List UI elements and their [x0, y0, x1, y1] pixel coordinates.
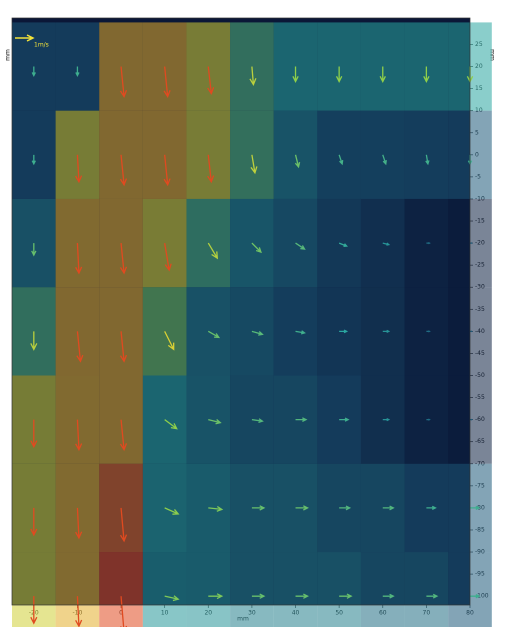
vector-arrow — [75, 419, 83, 452]
vector-arrow — [30, 419, 38, 449]
speed-cell — [404, 552, 449, 627]
vector-arrow — [382, 418, 391, 422]
vector-arrow — [31, 243, 37, 257]
vector-arrow — [76, 331, 84, 363]
vector-arrow — [425, 154, 430, 166]
vector-arrow — [379, 66, 386, 84]
vector-arrow — [426, 593, 439, 599]
vector-arrow — [251, 505, 266, 511]
vector-arrow — [30, 596, 38, 625]
vector-arrow — [335, 66, 343, 84]
speed-cell — [55, 552, 100, 627]
vector-arrow — [251, 242, 262, 254]
vector-arrow — [163, 66, 171, 98]
speed-cell — [317, 552, 361, 627]
vector-arrow — [470, 594, 481, 599]
vector-arrow — [120, 596, 128, 627]
vector-arrow — [75, 596, 83, 627]
vector-arrow — [382, 242, 391, 246]
vector-arrow — [338, 154, 344, 166]
vector-arrow — [295, 593, 309, 599]
vector-arrow — [338, 242, 348, 248]
speed-cell — [12, 198, 56, 288]
vector-arrow — [295, 242, 306, 250]
vector-arrow — [119, 331, 128, 363]
vector-arrow — [382, 593, 395, 599]
vector-arrow — [164, 242, 172, 272]
vector-arrow — [339, 417, 350, 422]
speed-cell — [360, 552, 405, 627]
vector-arrow — [30, 331, 38, 351]
vector-arrow — [31, 154, 36, 166]
vector-arrow — [423, 66, 430, 84]
vector-arrow — [164, 507, 180, 515]
vector-arrow — [295, 330, 306, 335]
vector-arrow — [470, 505, 481, 511]
vector-arrow — [251, 593, 266, 599]
speed-cell — [273, 198, 318, 288]
vector-arrow — [164, 419, 178, 430]
vector-arrow — [75, 66, 80, 78]
vector-arrow — [164, 331, 175, 351]
vector-arrow — [207, 330, 221, 339]
vector-arrow — [164, 595, 180, 602]
vector-arrow — [251, 330, 264, 336]
key-label: 1m/s — [34, 42, 49, 49]
vector-arrow — [208, 593, 224, 600]
vector-arrow — [292, 66, 299, 84]
vector-arrow — [426, 241, 431, 245]
vector-arrow — [382, 154, 387, 166]
vector-arrow — [382, 505, 395, 511]
vector-arrow — [339, 329, 349, 334]
vector-arrow — [382, 329, 391, 333]
speed-cell — [186, 552, 231, 627]
speed-cell — [142, 552, 187, 627]
vector-arrow — [163, 154, 171, 187]
vector-arrow — [208, 505, 224, 512]
speed-cell — [99, 198, 143, 288]
vector-arrow — [249, 66, 257, 86]
key-arrow — [15, 34, 35, 42]
vector-arrow — [208, 418, 222, 425]
vector-arrow — [251, 418, 264, 424]
vector-arrow — [119, 243, 128, 275]
speed-cell — [142, 198, 187, 288]
vector-arrow — [75, 507, 83, 540]
vector-arrow — [75, 154, 83, 184]
vector-arrow — [295, 505, 309, 511]
vector-arrow — [119, 154, 128, 187]
vector-arrow — [207, 242, 219, 260]
vector-arrow — [339, 593, 353, 599]
vector-arrow — [207, 154, 215, 184]
vector-arrow — [294, 154, 301, 169]
speed-cell — [55, 198, 100, 288]
vector-arrow — [426, 330, 431, 333]
vector-arrow — [30, 507, 38, 537]
vector-arrow — [426, 418, 431, 421]
vector-arrow — [426, 505, 437, 511]
speed-cell — [273, 552, 318, 627]
speed-cell — [186, 198, 231, 288]
vector-arrow — [119, 419, 128, 452]
vector-arrow — [207, 66, 215, 95]
vector-arrow — [75, 243, 83, 275]
speed-cell — [230, 552, 274, 627]
vector-arrow — [295, 417, 308, 423]
y-axis-label: mm — [5, 49, 12, 61]
vector-arrow — [119, 507, 128, 543]
speed-cell — [99, 552, 143, 627]
vector-arrow — [119, 66, 128, 98]
plot-frame — [11, 17, 471, 606]
vector-arrow — [31, 66, 36, 78]
vector-arrow — [250, 154, 258, 175]
y-axis-label-right: mm — [489, 49, 496, 61]
vector-arrow — [339, 505, 352, 511]
speed-cell — [360, 198, 405, 288]
